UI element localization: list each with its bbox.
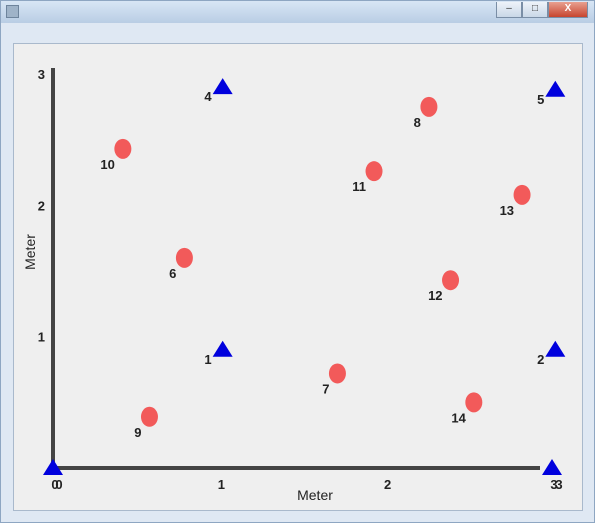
y-axis-title: Meter — [22, 234, 38, 270]
sensor-node-label: 11 — [352, 179, 366, 194]
sensor-node-label: 8 — [414, 115, 421, 130]
sensor-node-dot — [114, 138, 132, 159]
close-button[interactable]: X — [548, 2, 588, 18]
anchor-node-triangle — [43, 459, 63, 475]
anchor-node-label: 4 — [204, 89, 212, 104]
sensor-node-dot — [328, 363, 346, 384]
x-tick-label: 2 — [384, 477, 391, 492]
anchor-node-label: 2 — [537, 352, 544, 367]
sensor-node-label: 12 — [428, 288, 442, 303]
y-tick-label: 1 — [38, 330, 45, 345]
sensor-node-dot — [365, 161, 383, 182]
sensor-node-dot — [175, 247, 193, 268]
anchor-node-triangle — [212, 340, 233, 357]
sensor-node-dot — [140, 406, 158, 427]
x-tick-label: 3 — [550, 477, 557, 492]
y-tick-label: 3 — [38, 67, 45, 82]
java-app-icon[interactable] — [6, 5, 19, 18]
sensor-node-label: 13 — [500, 203, 514, 218]
window-controls: – □ X — [496, 2, 588, 18]
maximize-button[interactable]: □ — [522, 2, 548, 18]
sensor-node-dot — [442, 270, 460, 291]
minimize-button[interactable]: – — [496, 2, 522, 18]
anchor-node-label: 3 — [555, 477, 562, 492]
sensor-node-label: 10 — [100, 157, 114, 172]
y-tick-label: 2 — [38, 198, 45, 213]
x-axis-title: Meter — [297, 487, 333, 503]
sensor-node-label: 7 — [322, 381, 329, 396]
sensor-node-dot — [420, 96, 438, 117]
anchor-node-triangle — [212, 78, 233, 95]
anchor-node-label: 5 — [537, 92, 544, 107]
plot-panel — [13, 43, 583, 511]
x-tick-label: 1 — [218, 477, 225, 492]
sensor-node-label: 9 — [134, 425, 141, 440]
x-tick-label: 0 — [51, 477, 58, 492]
sensor-node-dot — [465, 392, 483, 413]
anchor-node-label: 1 — [204, 352, 211, 367]
title-bar[interactable]: – □ X — [1, 1, 594, 23]
sensor-node-label: 6 — [169, 266, 176, 281]
anchor-node-label: 0 — [55, 477, 62, 492]
anchor-node-triangle — [545, 80, 566, 97]
anchor-node-triangle — [545, 340, 566, 357]
sensor-node-label: 14 — [451, 410, 466, 425]
sensor-node-dot — [513, 184, 531, 205]
anchor-node-triangle — [542, 459, 562, 475]
